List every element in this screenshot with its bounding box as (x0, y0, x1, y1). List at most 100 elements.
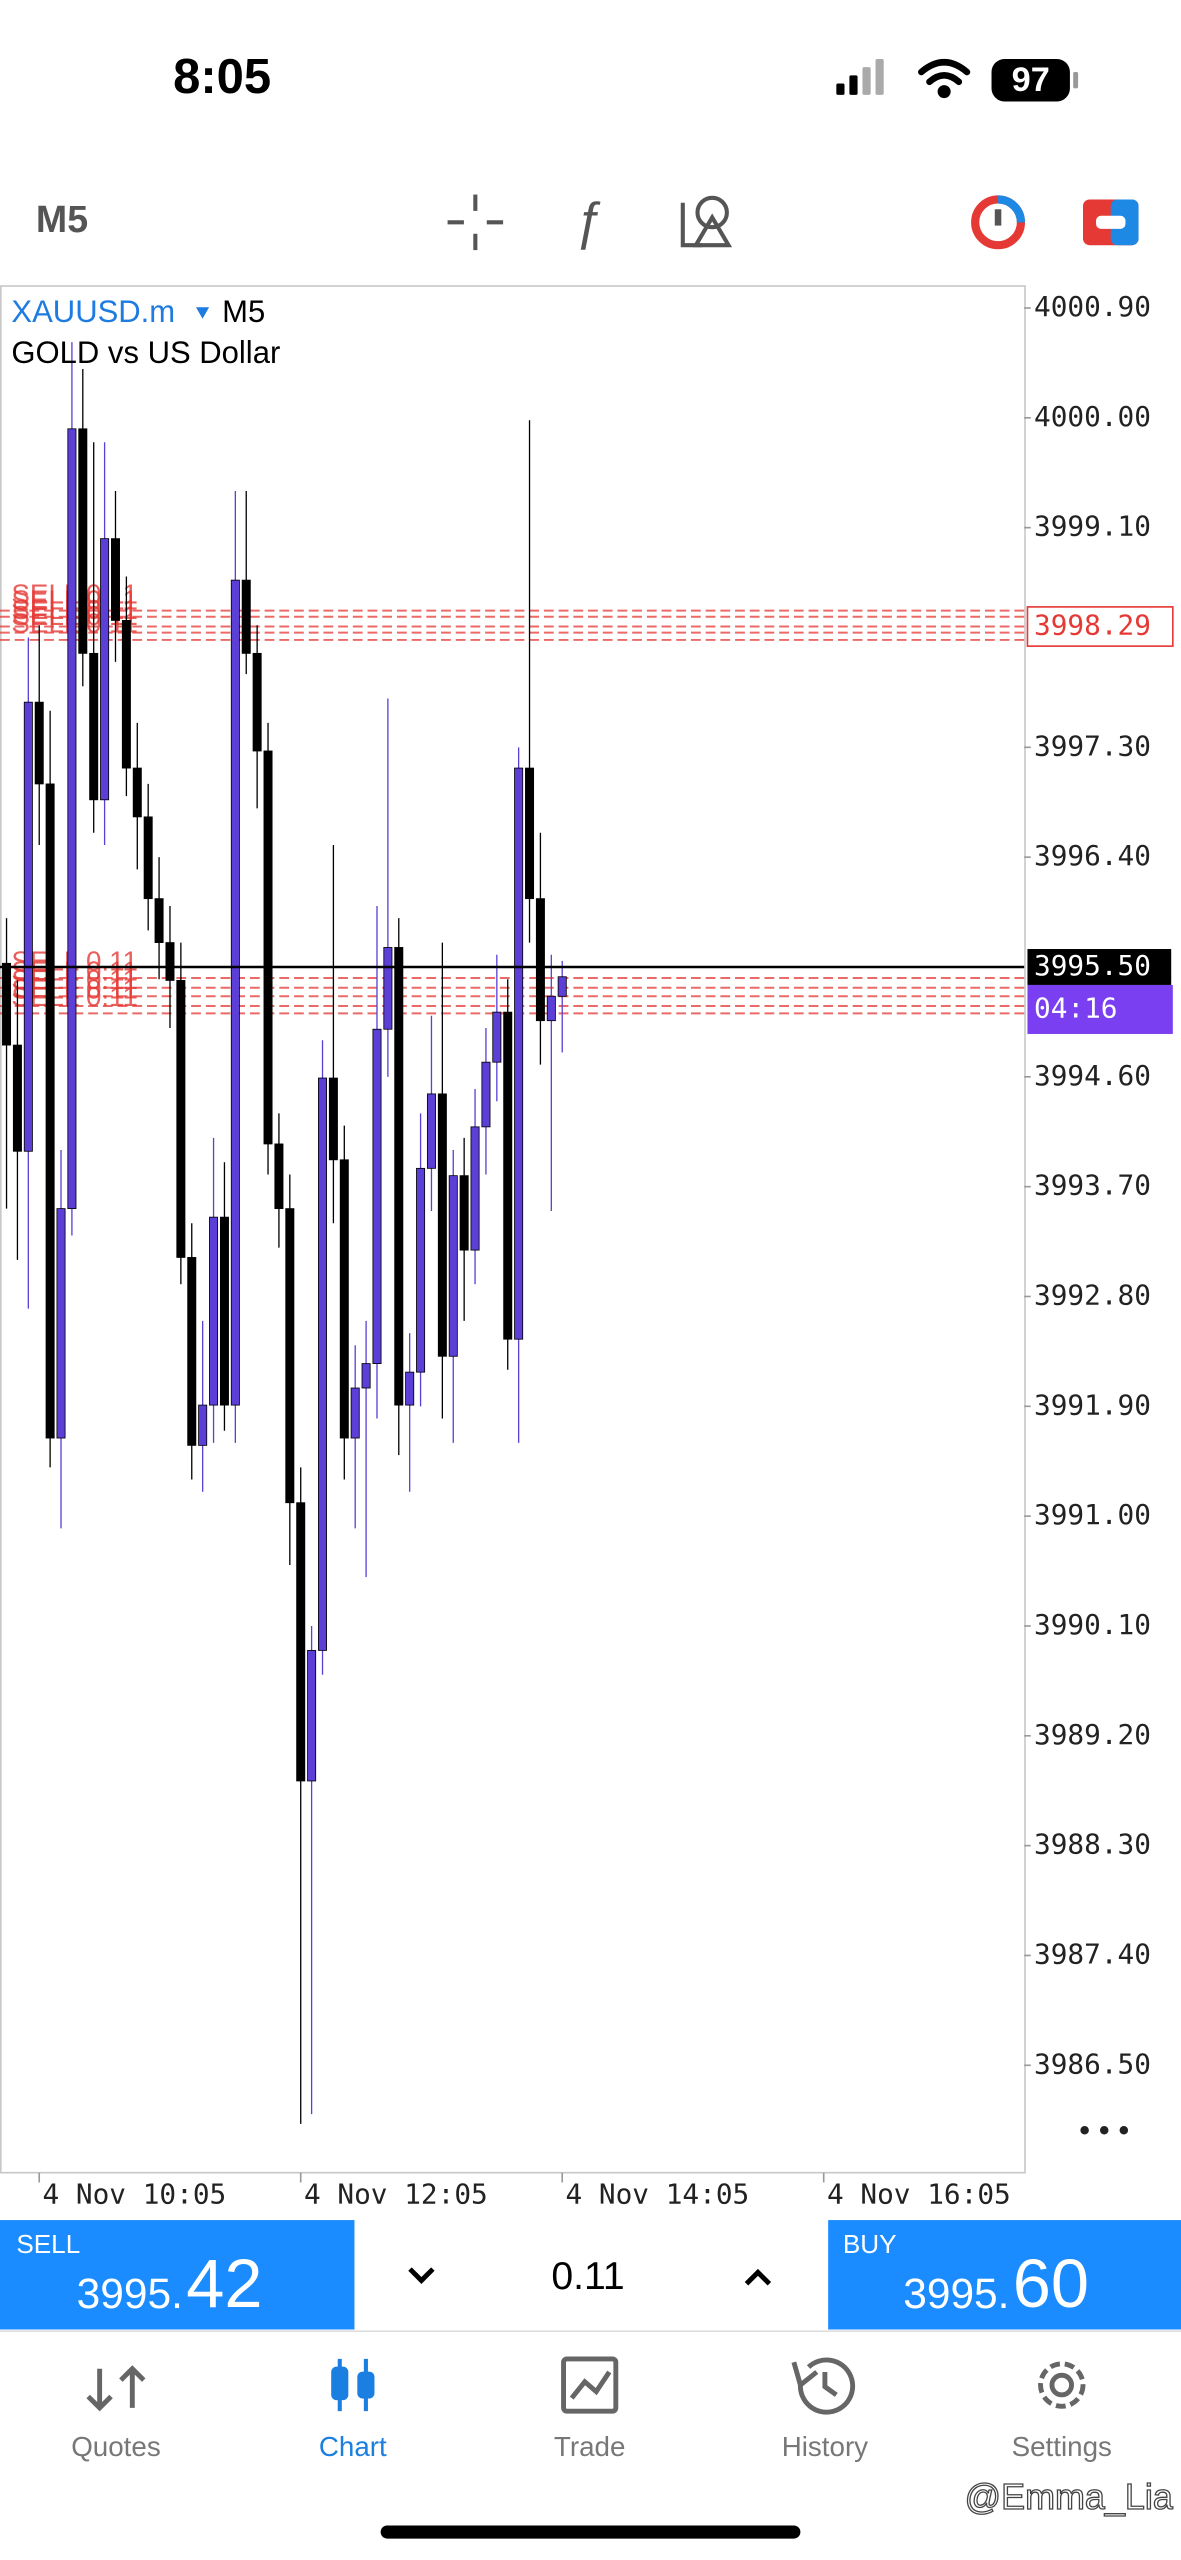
buy-price-prefix: 3995. (903, 2270, 1009, 2317)
candle-body (481, 1061, 491, 1128)
candle-body (23, 701, 33, 1152)
bid-tag-label: 3995.50 (1034, 949, 1151, 982)
buy-button[interactable] (828, 2220, 1181, 2330)
y-tick-label: 3993.70 (1034, 1169, 1151, 1202)
candle-body (67, 428, 77, 1210)
home-indicator (380, 2525, 801, 2539)
order-tag-label: 3998.29 (1034, 609, 1151, 642)
candle-body (132, 767, 142, 818)
history-icon[interactable] (791, 2357, 856, 2415)
x-tick-label: 4 Nov 16:05 (827, 2178, 1011, 2211)
buy-label: BUY (843, 2229, 897, 2259)
candle-body (405, 1371, 415, 1406)
order-tag (1026, 606, 1174, 647)
candle-body (187, 1257, 197, 1446)
candle-body (514, 767, 524, 1340)
candle-body (372, 1028, 382, 1365)
objects-button[interactable] (680, 195, 733, 248)
clock: 8:05 (173, 50, 271, 104)
y-tick-label: 3994.60 (1034, 1059, 1151, 1092)
battery (991, 58, 1070, 102)
candle-body (209, 1216, 219, 1406)
y-tick-label: 4000.90 (1034, 290, 1151, 323)
candle-body (546, 995, 556, 1022)
candle-body (350, 1387, 360, 1439)
chart-frame (0, 285, 1026, 2174)
chart-icon[interactable] (331, 2358, 375, 2412)
candle-body (525, 767, 535, 900)
candle-body (34, 701, 44, 785)
candle-body (274, 1143, 284, 1210)
candle-body (383, 947, 393, 1030)
trade-icon[interactable] (561, 2356, 619, 2414)
candle-body (492, 1011, 502, 1063)
candle-body (285, 1208, 295, 1504)
candle-body (252, 652, 262, 752)
candle-body (230, 579, 240, 1406)
y-tick-label: 3988.30 (1034, 1828, 1151, 1861)
more-button[interactable] (1080, 2125, 1129, 2135)
y-tick-label: 3991.00 (1034, 1498, 1151, 1531)
candle-body (307, 1649, 317, 1782)
candle-body (2, 962, 12, 1046)
y-tick-label: 3989.20 (1034, 1718, 1151, 1751)
x-tick-label: 4 Nov 12:05 (304, 2178, 488, 2211)
countdown: 04:16 (1034, 991, 1118, 1024)
candle-body (426, 1093, 436, 1169)
y-tick-label: 3987.40 (1034, 1937, 1151, 1970)
sell-button[interactable] (0, 2220, 355, 2330)
candle-body (318, 1077, 328, 1651)
y-tick-label: 3991.90 (1034, 1388, 1151, 1421)
nav-label-active[interactable]: Chart (319, 2431, 387, 2462)
sell-price-suffix: 42 (186, 2245, 262, 2322)
indicators-button[interactable]: ƒ (574, 192, 603, 250)
sell-label: SELL (16, 2229, 80, 2259)
candle-body (503, 1011, 513, 1340)
trade-button[interactable] (1082, 199, 1139, 246)
chart-subtitle: GOLD vs US Dollar (11, 335, 280, 370)
symbol-dropdown[interactable] (196, 307, 210, 319)
candle-body (56, 1208, 66, 1439)
nav-label[interactable]: Settings (1012, 2431, 1112, 2462)
symbol[interactable]: XAUUSD.m (11, 294, 175, 329)
candle-body (45, 783, 55, 1439)
wifi-icon (918, 58, 971, 99)
candle-body (143, 816, 153, 900)
candle-body (121, 619, 131, 769)
quotes-icon[interactable] (86, 2365, 146, 2412)
crosshair-button[interactable] (447, 194, 504, 251)
candle-body (78, 428, 88, 654)
signal-icon (836, 58, 884, 95)
volume[interactable]: 0.11 (551, 2255, 624, 2298)
y-tick-label: 4000.00 (1034, 400, 1151, 433)
candle-body (176, 980, 186, 1258)
x-tick-label: 4 Nov 10:05 (42, 2178, 226, 2211)
candle-body (437, 1093, 447, 1357)
y-tick-label: 3996.40 (1034, 839, 1151, 872)
volume-up[interactable] (744, 2268, 772, 2286)
y-tick-label: 3986.50 (1034, 2047, 1151, 2080)
candle-body (296, 1502, 306, 1782)
one-click-button[interactable] (971, 195, 1026, 250)
countdown-tag (1027, 984, 1173, 1034)
settings-icon[interactable] (1038, 2361, 1086, 2409)
candle-body (339, 1159, 349, 1439)
volume-down[interactable] (408, 2267, 435, 2284)
nav-label[interactable]: History (782, 2431, 868, 2462)
nav-label[interactable]: Quotes (71, 2431, 160, 2462)
candle-body (198, 1404, 208, 1446)
candle-body (535, 898, 545, 1022)
candle-body (12, 1044, 22, 1152)
candle-body (416, 1167, 426, 1373)
candle-body (263, 750, 273, 1145)
nav-label[interactable]: Trade (554, 2431, 625, 2462)
timeframe-button[interactable]: M5 (36, 198, 88, 240)
battery-cap (1073, 72, 1079, 89)
x-tick-label: 4 Nov 14:05 (565, 2178, 749, 2211)
y-tick-label: 3997.30 (1034, 729, 1151, 762)
chart-timeframe: M5 (222, 294, 265, 329)
candle-body (165, 942, 175, 981)
candle-body (459, 1175, 469, 1251)
